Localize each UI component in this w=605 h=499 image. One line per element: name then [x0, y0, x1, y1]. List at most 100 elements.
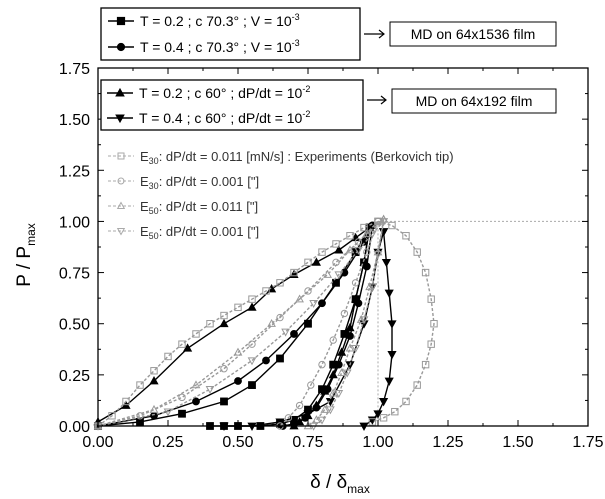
data-point [233, 347, 243, 356]
legend-entry: E50: dP/dt = 0.001 ["] [108, 224, 259, 241]
data-point [136, 412, 144, 420]
data-point [295, 416, 305, 426]
legend-marker [116, 201, 126, 210]
data-point [281, 328, 290, 337]
legend-entry: T = 0.4 ; c 70.3° ; V = 10-3 [108, 38, 300, 55]
data-point [220, 397, 228, 406]
data-point [304, 287, 312, 295]
data-point [332, 240, 340, 248]
legend-entry: E30: dP/dt = 0.011 [mN/s] : Experiments … [108, 149, 454, 166]
data-point [354, 238, 363, 246]
legend-label: T = 0.2 ; c 70.3° ; V = 10-3 [140, 12, 300, 29]
legend-entry: T = 0.2 ; c 70.3° ; V = 10-3 [108, 12, 300, 29]
series-line [307, 219, 385, 427]
data-point [149, 404, 159, 413]
legend-entry: T = 0.2 ; c 60° ; dP/dt = 10-2 [107, 84, 310, 101]
legend-experiments: E30: dP/dt = 0.011 [mN/s] : Experiments … [108, 149, 454, 241]
data-point [307, 381, 315, 389]
x-tick-label: 0.50 [222, 434, 253, 451]
series-line [279, 221, 379, 427]
note-text: MD on 64x1536 film [411, 26, 536, 42]
data-point [318, 299, 326, 308]
data-point [262, 356, 270, 365]
y-tick-label: 1.25 [59, 163, 90, 180]
data-point [150, 411, 158, 420]
legend-label: T = 0.4 ; c 60° ; dP/dt = 10-2 [139, 109, 310, 126]
axes [97, 67, 589, 427]
y-axis-label-base: P / P [14, 246, 35, 287]
data-point [318, 360, 326, 369]
data-point [326, 406, 335, 415]
data-point [332, 278, 340, 287]
data-point [136, 381, 144, 389]
series-line [224, 231, 385, 427]
data-point [192, 397, 200, 406]
data-point [248, 381, 256, 389]
data-point [150, 367, 158, 375]
data-point [402, 397, 410, 406]
legend-marker [116, 227, 126, 236]
data-point [312, 415, 321, 424]
data-point [360, 223, 368, 232]
data-point [276, 313, 284, 322]
data-point [368, 230, 377, 239]
legend-marker [115, 114, 125, 124]
data-point [304, 319, 312, 328]
data-point [345, 322, 355, 332]
legend-label: T = 0.2 ; c 60° ; dP/dt = 10-2 [139, 84, 310, 101]
data-point [219, 318, 229, 328]
x-axis-label-base: δ / δ [310, 472, 347, 493]
data-point [290, 268, 298, 277]
legend-entry: T = 0.4 ; c 60° ; dP/dt = 10-2 [107, 109, 310, 126]
data-point [340, 309, 349, 318]
x-axis-label-sub: max [347, 482, 370, 496]
series-line [372, 220, 435, 423]
data-point [354, 246, 363, 255]
data-point [345, 343, 355, 352]
data-point [149, 376, 159, 385]
data-point [379, 218, 388, 227]
data-point [351, 279, 360, 287]
data-point [427, 340, 435, 348]
data-point [413, 381, 421, 389]
data-point [247, 302, 257, 311]
data-point [191, 380, 201, 389]
x-axis-label: δ / δmax [310, 472, 370, 496]
legend-box [100, 79, 364, 131]
data-point [346, 232, 354, 240]
legend-label: E50: dP/dt = 0.001 ["] [140, 224, 259, 241]
data-point [205, 385, 215, 394]
data-point [328, 369, 338, 379]
series-14 [93, 218, 388, 431]
data-point [391, 407, 399, 416]
data-point [183, 343, 193, 352]
data-point [328, 388, 338, 397]
data-point [384, 377, 394, 386]
data-point [304, 258, 312, 267]
legend-box [100, 7, 361, 61]
data-point [206, 320, 214, 328]
arrow-head [378, 29, 385, 39]
data-point [356, 314, 366, 323]
legend-label: E30: dP/dt = 0.011 [mN/s] : Experiments … [140, 149, 454, 166]
y-tick-label: 0.50 [59, 317, 90, 334]
legend-marker [117, 152, 125, 160]
series-line [97, 220, 379, 427]
data-point [351, 294, 361, 303]
data-point [379, 414, 388, 422]
note-box [391, 88, 557, 114]
data-point [295, 294, 304, 303]
data-point [337, 368, 346, 377]
data-point [334, 245, 344, 254]
data-point [368, 283, 377, 292]
x-tick-label: 1.75 [572, 434, 603, 451]
data-point [373, 410, 383, 419]
data-point [247, 357, 257, 366]
data-point [387, 351, 397, 360]
data-point [220, 365, 228, 373]
series-line [97, 220, 385, 427]
data-point [234, 303, 242, 312]
arrow-head [380, 95, 387, 105]
y-axis-label-sub: max [24, 223, 38, 246]
